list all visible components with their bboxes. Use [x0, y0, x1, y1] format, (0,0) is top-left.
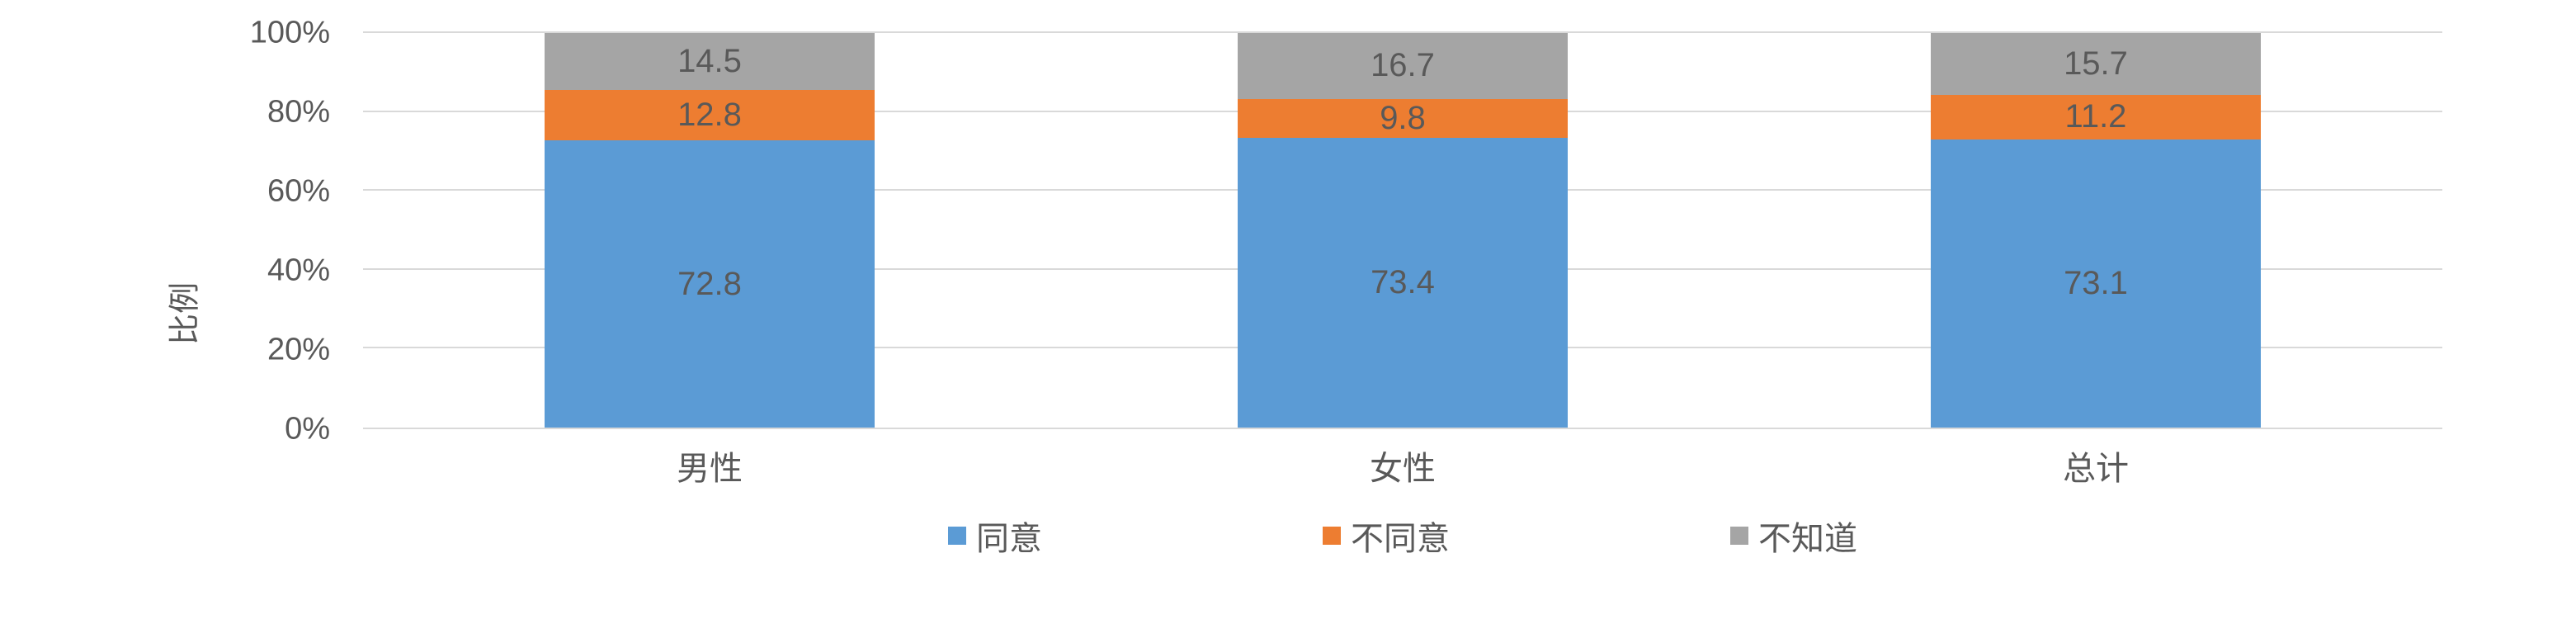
legend-label: 同意 — [976, 512, 1042, 560]
bar-value-label: 72.8 — [677, 266, 742, 303]
bar-value-label: 73.1 — [2064, 265, 2128, 302]
legend-swatch-icon — [1323, 527, 1341, 545]
bar-value-label: 15.7 — [2064, 45, 2128, 83]
legend-swatch-icon — [1730, 527, 1748, 545]
legend: 同意 不同意 不知道 — [363, 512, 2442, 560]
bar-value-label: 12.8 — [677, 97, 742, 134]
legend-label: 不同意 — [1351, 512, 1450, 560]
x-axis-labels: 男性 女性 总计 — [363, 442, 2442, 489]
legend-swatch-icon — [948, 527, 966, 545]
y-axis-title: 比例 — [159, 282, 205, 345]
bar-group-female: 16.7 9.8 73.4 — [1238, 33, 1568, 428]
bar-segment: 11.2 — [1931, 95, 2261, 139]
y-tick-label: 40% — [267, 253, 330, 289]
bar-segment: 72.8 — [545, 140, 875, 428]
bar-segment: 15.7 — [1931, 33, 2261, 95]
bar-group-male: 14.5 12.8 72.8 — [545, 33, 875, 428]
legend-label: 不知道 — [1758, 512, 1857, 560]
bar-group-total: 15.7 11.2 73.1 — [1931, 33, 2261, 428]
plot-area: 14.5 12.8 72.8 16.7 9.8 73.4 15.7 11.2 73.1 — [363, 33, 2442, 429]
legend-item-disagree: 不同意 — [1323, 512, 1450, 560]
legend-item-dontknow: 不知道 — [1730, 512, 1857, 560]
stacked-bar-chart: 比例 0% 20% 40% 60% 80% 100% 14.512.872.8 … — [231, 33, 2459, 594]
y-tick-label: 20% — [267, 333, 330, 368]
x-label: 总计 — [1931, 442, 2261, 489]
bar-value-label: 9.8 — [1380, 100, 1426, 137]
x-label: 女性 — [1238, 442, 1568, 489]
bar-segment: 12.8 — [545, 90, 875, 140]
bar-value-label: 14.5 — [677, 43, 742, 80]
bar-segment: 73.4 — [1238, 138, 1568, 428]
bar-segment: 9.8 — [1238, 99, 1568, 138]
y-tick-label: 100% — [250, 16, 330, 51]
bar-segment: 73.1 — [1931, 139, 2261, 428]
bar-value-label: 11.2 — [2065, 98, 2127, 135]
legend-item-agree: 同意 — [948, 512, 1042, 560]
bar-segment: 16.7 — [1238, 33, 1568, 99]
y-tick-label: 80% — [267, 95, 330, 130]
y-tick-label: 0% — [285, 412, 330, 447]
y-tick-label: 60% — [267, 174, 330, 210]
x-label: 男性 — [545, 442, 875, 489]
bar-segment: 14.5 — [545, 33, 875, 90]
bar-value-label: 16.7 — [1371, 47, 1435, 84]
bar-value-label: 73.4 — [1371, 264, 1435, 301]
bars-row: 14.5 12.8 72.8 16.7 9.8 73.4 15.7 11.2 73.1 — [363, 33, 2442, 428]
